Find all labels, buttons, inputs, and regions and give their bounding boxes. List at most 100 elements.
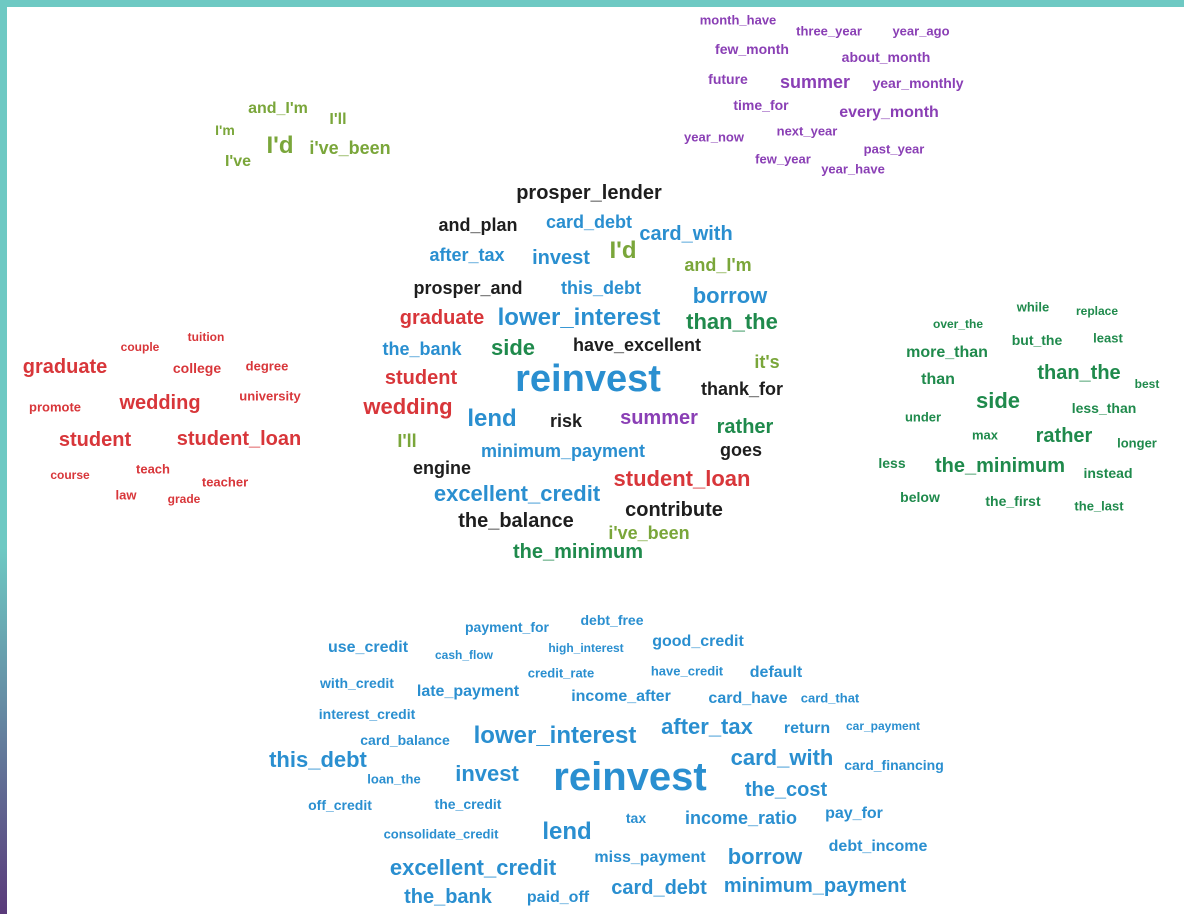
word: prosper_lender: [516, 182, 662, 204]
word: max: [971, 427, 999, 443]
word: grade: [167, 492, 201, 506]
word: course: [50, 468, 90, 482]
word: teach: [136, 461, 170, 477]
word: excellent_credit: [433, 481, 601, 506]
word: I'm: [215, 122, 235, 138]
word: after_tax: [661, 714, 753, 739]
word: future: [708, 71, 748, 87]
word: than_the: [1037, 362, 1121, 384]
word: have_credit: [650, 663, 724, 679]
word: debt_free: [580, 612, 644, 628]
word: every_month: [839, 104, 939, 121]
word: next_year: [776, 123, 838, 139]
word-cloud-canvas: month_have three_year year_ago few_month…: [7, 7, 1184, 914]
word: the_minimum: [512, 541, 644, 563]
word: I'd: [609, 237, 637, 264]
word: this_debt: [560, 278, 642, 298]
word: best: [1134, 377, 1160, 391]
word: goes: [719, 440, 763, 460]
word: instead: [1083, 465, 1133, 481]
word: about_month: [841, 49, 931, 65]
word: couple: [120, 340, 160, 354]
word: card_have: [708, 690, 788, 707]
word: rather: [1035, 425, 1093, 447]
word: good_credit: [652, 633, 744, 650]
word: student: [58, 429, 132, 451]
word: rather: [716, 416, 774, 438]
word: promote: [29, 399, 81, 415]
word: have_excellent: [572, 335, 702, 355]
word: under: [904, 409, 942, 425]
word: loan_the: [367, 771, 421, 787]
word: minimum_payment: [723, 875, 907, 897]
word: borrow: [727, 844, 803, 869]
word: paid_off: [526, 889, 590, 906]
word: three_year: [796, 23, 862, 39]
word: university: [239, 388, 301, 404]
word: summer: [779, 72, 851, 92]
word: risk: [549, 411, 583, 431]
word: month_have: [699, 12, 777, 28]
word: I'll: [397, 431, 417, 451]
word: reinvest: [515, 358, 661, 400]
word: summer: [620, 407, 698, 429]
word: it's: [754, 352, 780, 372]
word: least: [1093, 330, 1123, 346]
word: lend: [467, 405, 517, 432]
word: than: [921, 371, 955, 388]
word: contribute: [625, 499, 723, 521]
word: invest: [532, 247, 590, 269]
word: reinvest: [553, 755, 707, 799]
word: degree: [245, 358, 289, 374]
word: I'd: [266, 132, 294, 159]
word: high_interest: [548, 641, 624, 655]
word: and_I'm: [248, 100, 308, 117]
word: graduate: [22, 356, 108, 378]
word: longer: [1117, 435, 1157, 451]
word: card_financing: [844, 757, 944, 773]
word: law: [115, 487, 137, 503]
word: car_payment: [845, 719, 921, 733]
word: few_year: [755, 151, 811, 167]
word: credit_rate: [527, 665, 595, 681]
word: cash_flow: [434, 648, 494, 662]
word: the_credit: [434, 796, 502, 812]
word: miss_payment: [594, 849, 706, 866]
word: off_credit: [308, 797, 372, 813]
word: the_bank: [404, 886, 492, 908]
word: income_ratio: [684, 808, 798, 828]
word: lend: [542, 818, 592, 845]
word: tuition: [187, 330, 225, 344]
word: after_tax: [429, 245, 505, 265]
word: prosper_and: [413, 278, 523, 298]
word: consolidate_credit: [383, 826, 499, 842]
word: year_now: [684, 129, 744, 145]
word: i've_been: [309, 138, 391, 158]
word: side: [490, 335, 536, 360]
word: default: [749, 664, 803, 681]
word: the_cost: [744, 779, 828, 801]
word: below: [900, 489, 940, 505]
word: and_plan: [438, 215, 518, 235]
word: income_after: [571, 688, 671, 705]
word: past_year: [863, 141, 925, 157]
word: teacher: [201, 474, 249, 490]
word: lower_interest: [497, 304, 661, 331]
word: payment_for: [464, 619, 550, 635]
word: than_the: [686, 309, 778, 334]
word: less: [878, 455, 906, 471]
word: student_loan: [176, 428, 302, 450]
word: i've_been: [608, 523, 690, 543]
word: student_loan: [613, 466, 751, 491]
word: more_than: [906, 344, 988, 361]
word: while: [1016, 299, 1050, 315]
word: card_debt: [545, 212, 633, 232]
word: I'll: [329, 111, 347, 128]
word: year_have: [821, 161, 885, 177]
word: wedding: [119, 392, 201, 414]
word: invest: [455, 761, 519, 786]
word: the_first: [985, 493, 1041, 509]
word: I've: [224, 153, 252, 170]
word: engine: [412, 458, 472, 478]
word: the_minimum: [934, 455, 1066, 477]
